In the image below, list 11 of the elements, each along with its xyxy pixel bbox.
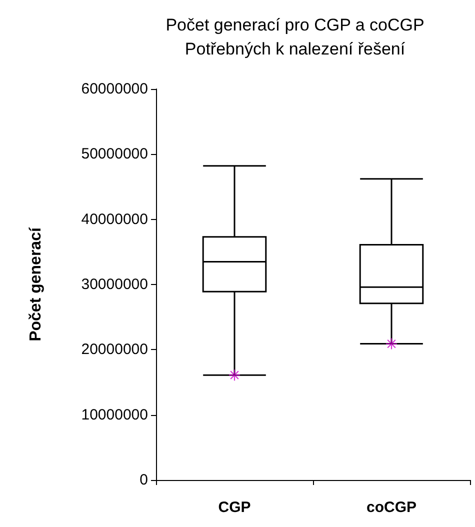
y-tick-label: 40000000: [81, 210, 148, 228]
y-tick-label: 20000000: [81, 341, 148, 358]
y-tick-label: 0: [140, 472, 148, 488]
x-tick-label: coCGP: [366, 499, 417, 516]
y-tick-label: 60000000: [81, 80, 148, 98]
y-tick-label: 50000000: [81, 146, 148, 163]
chart-title: Počet generací pro CGP a coCGP Potřebných k nalezení řešení: [166, 16, 424, 58]
x-tick-label: CGP: [218, 499, 251, 516]
y-axis-title: Počet generací: [28, 227, 44, 342]
y-tick-label: 10000000: [81, 406, 148, 424]
y-tick-label: 30000000: [81, 276, 148, 293]
